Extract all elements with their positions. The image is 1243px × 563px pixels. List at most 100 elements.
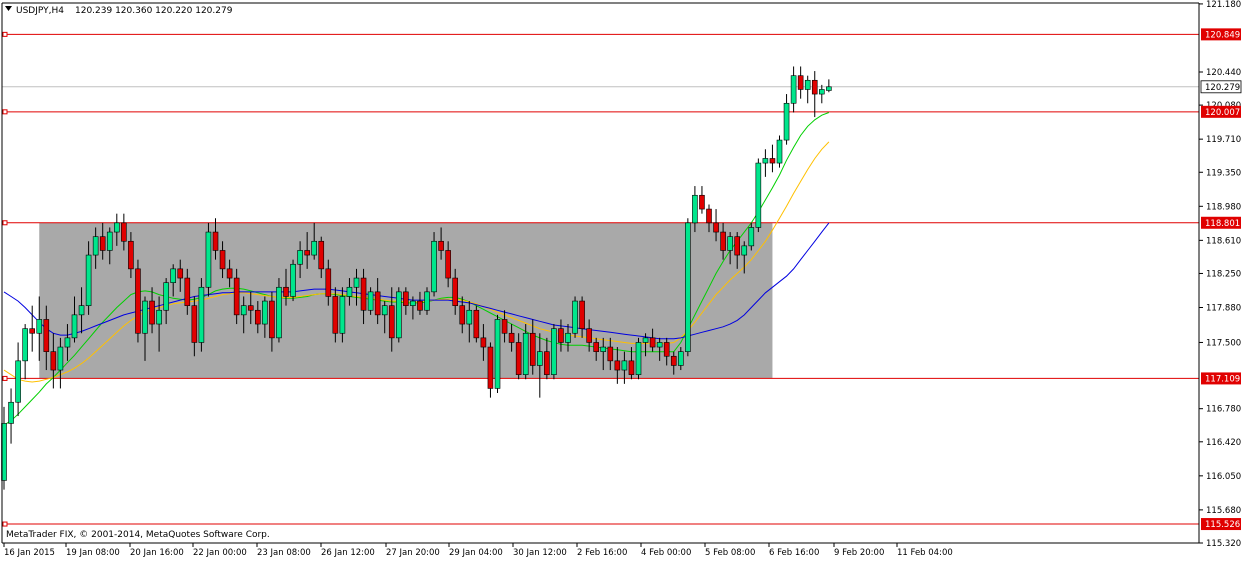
candle[interactable] xyxy=(297,241,303,279)
candle[interactable] xyxy=(508,324,515,352)
candle[interactable] xyxy=(262,296,268,338)
candle[interactable] xyxy=(269,291,275,352)
candle[interactable] xyxy=(240,296,247,334)
candle[interactable] xyxy=(92,227,99,269)
candle[interactable] xyxy=(135,259,141,343)
candle[interactable] xyxy=(290,259,296,302)
candle[interactable] xyxy=(15,342,21,417)
candle[interactable] xyxy=(769,144,776,173)
candle[interactable] xyxy=(501,310,508,343)
candle[interactable] xyxy=(431,232,437,297)
candle[interactable] xyxy=(106,227,113,265)
candle[interactable] xyxy=(233,268,240,325)
candle[interactable] xyxy=(318,236,325,279)
candle[interactable] xyxy=(706,204,712,233)
candle[interactable] xyxy=(121,213,127,251)
candle[interactable] xyxy=(720,222,726,260)
candle[interactable] xyxy=(614,347,621,384)
candle[interactable] xyxy=(247,291,254,325)
candle[interactable] xyxy=(551,324,557,380)
candle[interactable] xyxy=(114,213,120,246)
candle[interactable] xyxy=(156,296,162,352)
candle[interactable] xyxy=(649,328,656,352)
candle[interactable] xyxy=(438,227,444,260)
candle[interactable] xyxy=(198,278,205,352)
candle[interactable] xyxy=(529,319,536,375)
candle[interactable] xyxy=(184,268,191,315)
candle[interactable] xyxy=(36,296,43,361)
candle[interactable] xyxy=(403,287,409,315)
candle[interactable] xyxy=(8,388,14,444)
candle[interactable] xyxy=(78,287,85,334)
candle[interactable] xyxy=(283,268,289,306)
candle[interactable] xyxy=(410,296,416,320)
candle[interactable] xyxy=(579,296,585,338)
candle[interactable] xyxy=(424,287,430,315)
candle[interactable] xyxy=(367,287,374,315)
candle[interactable] xyxy=(762,149,769,177)
candle[interactable] xyxy=(360,268,367,325)
candle[interactable] xyxy=(388,287,395,352)
candle[interactable] xyxy=(128,232,134,279)
candle[interactable] xyxy=(494,314,501,394)
candle[interactable] xyxy=(783,94,790,145)
candle[interactable] xyxy=(656,337,663,361)
candle[interactable] xyxy=(473,305,480,343)
candle[interactable] xyxy=(811,71,818,118)
candle[interactable] xyxy=(804,75,811,104)
candle[interactable] xyxy=(177,259,184,292)
candle[interactable] xyxy=(417,291,423,315)
candle[interactable] xyxy=(346,278,353,306)
candle[interactable] xyxy=(734,232,741,269)
candle[interactable] xyxy=(748,222,755,251)
candle[interactable] xyxy=(459,296,466,334)
level-anchor-handle[interactable] xyxy=(2,521,8,527)
candle[interactable] xyxy=(381,301,388,334)
candle[interactable] xyxy=(22,324,28,380)
candle[interactable] xyxy=(64,324,71,361)
candle[interactable] xyxy=(487,342,494,398)
candle[interactable] xyxy=(374,278,381,325)
candle[interactable] xyxy=(29,305,36,352)
candle[interactable] xyxy=(670,351,677,375)
candle[interactable] xyxy=(522,324,529,380)
candle[interactable] xyxy=(593,337,600,361)
candle[interactable] xyxy=(212,218,219,260)
candle[interactable] xyxy=(727,232,733,265)
candle[interactable] xyxy=(353,268,360,306)
candle[interactable] xyxy=(642,333,649,357)
candle[interactable] xyxy=(205,222,212,297)
candle[interactable] xyxy=(635,337,642,380)
candle[interactable] xyxy=(255,301,261,334)
candle[interactable] xyxy=(276,278,282,343)
candle[interactable] xyxy=(628,347,635,380)
candle[interactable] xyxy=(226,259,233,288)
candle[interactable] xyxy=(558,319,564,352)
candle[interactable] xyxy=(826,79,832,93)
triangle-down-icon[interactable] xyxy=(5,6,12,11)
candle[interactable] xyxy=(565,324,571,352)
candle[interactable] xyxy=(536,333,543,398)
candle[interactable] xyxy=(586,319,592,352)
candle[interactable] xyxy=(515,333,522,380)
candle[interactable] xyxy=(452,268,459,315)
candle[interactable] xyxy=(311,222,318,260)
candle[interactable] xyxy=(480,324,487,361)
candle[interactable] xyxy=(677,347,684,371)
candle[interactable] xyxy=(304,232,310,269)
candle[interactable] xyxy=(332,287,339,343)
candle[interactable] xyxy=(142,296,148,361)
candle[interactable] xyxy=(818,84,825,104)
candle[interactable] xyxy=(71,296,78,343)
candle[interactable] xyxy=(685,218,691,357)
candle[interactable] xyxy=(797,66,804,99)
candle[interactable] xyxy=(149,287,155,334)
candle[interactable] xyxy=(50,333,57,389)
candle[interactable] xyxy=(99,222,106,260)
candle[interactable] xyxy=(395,287,402,343)
candle[interactable] xyxy=(776,135,783,168)
candle[interactable] xyxy=(544,337,550,380)
level-anchor-handle[interactable] xyxy=(2,220,8,226)
